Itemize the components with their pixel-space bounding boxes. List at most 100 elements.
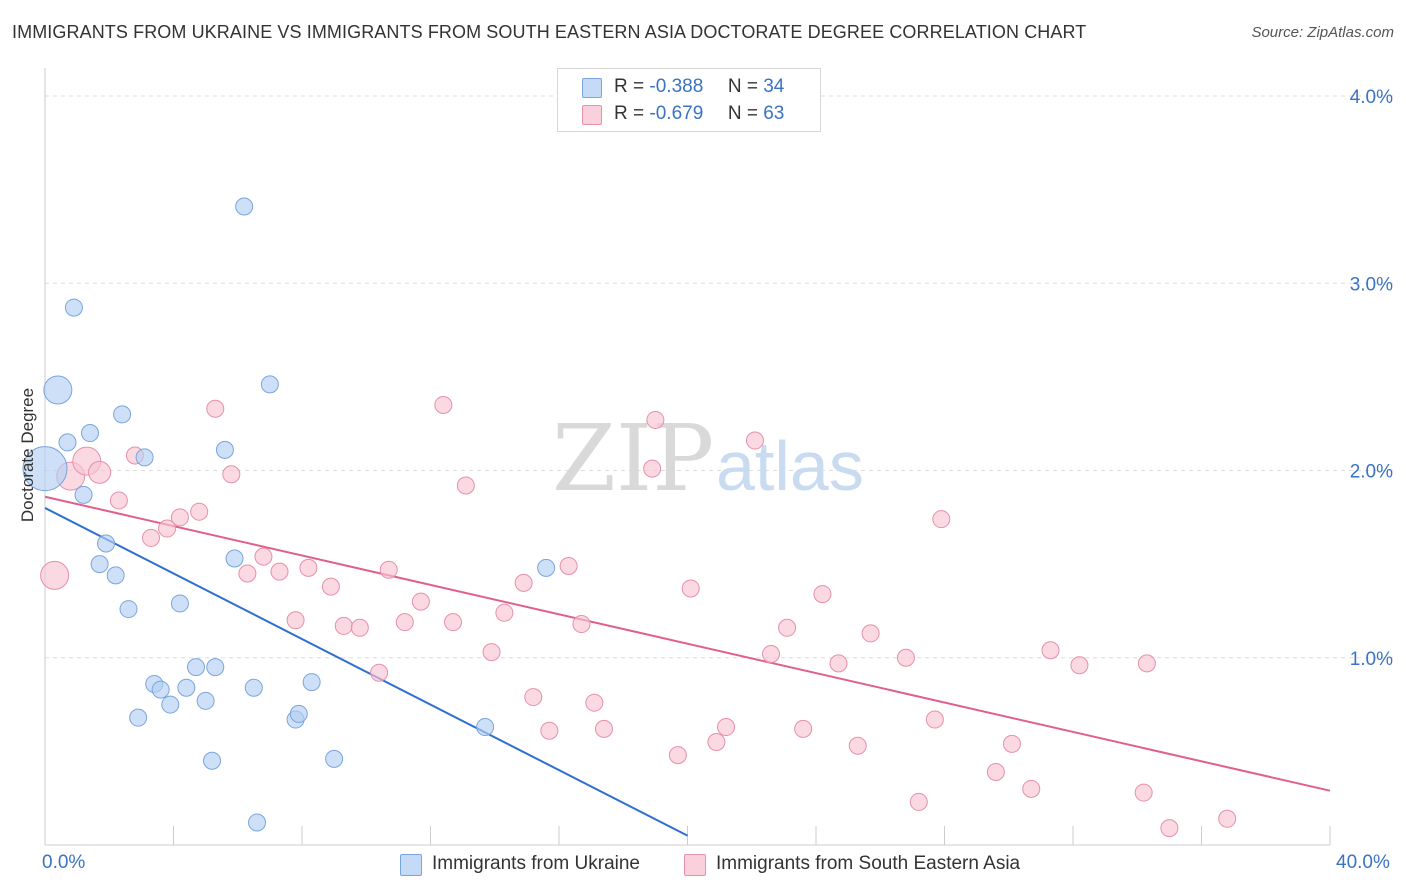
data-point-south-eastern-asia <box>646 410 665 429</box>
data-point-south-eastern-asia <box>909 792 928 811</box>
data-point-south-eastern-asia <box>1137 654 1156 673</box>
data-point-ukraine <box>289 704 308 723</box>
data-point-south-eastern-asia <box>286 611 305 630</box>
data-point-south-eastern-asia <box>668 746 687 765</box>
data-point-south-eastern-asia <box>925 710 944 729</box>
data-point-ukraine <box>325 749 344 768</box>
data-point-south-eastern-asia <box>681 579 700 598</box>
data-point-south-eastern-asia <box>443 613 462 632</box>
data-point-ukraine <box>80 424 99 443</box>
data-point-ukraine <box>203 751 222 770</box>
data-point-ukraine <box>235 197 254 216</box>
data-point-south-eastern-asia <box>222 465 241 484</box>
data-point-south-eastern-asia <box>707 733 726 752</box>
legend-row-ukraine: R = -0.388 N = 34 <box>558 74 820 100</box>
y-tick-labels: 1.0% 2.0% 3.0% 4.0% <box>1350 87 1393 670</box>
data-point-ukraine <box>74 485 93 504</box>
series-points-ukraine <box>22 197 556 832</box>
data-point-south-eastern-asia <box>932 510 951 529</box>
data-point-south-eastern-asia <box>1041 641 1060 660</box>
data-point-ukraine <box>476 718 495 737</box>
data-point-south-eastern-asia <box>745 431 764 450</box>
data-point-ukraine <box>225 549 244 568</box>
trendlines <box>44 495 1331 837</box>
x-tick-label-max: 40.0% <box>1336 852 1390 873</box>
data-point-south-eastern-asia <box>1218 809 1237 828</box>
data-point-south-eastern-asia <box>762 645 781 664</box>
data-point-south-eastern-asia <box>334 616 353 635</box>
source-credit: Source: ZipAtlas.com <box>1251 24 1394 41</box>
bottom-legend-swatch-ukraine <box>400 854 422 876</box>
r-label: R = <box>614 103 645 124</box>
data-point-ukraine <box>58 433 77 452</box>
data-point-south-eastern-asia <box>395 613 414 632</box>
data-point-south-eastern-asia <box>829 654 848 673</box>
data-point-ukraine <box>206 658 225 677</box>
y-tick-label: 1.0% <box>1350 649 1393 670</box>
data-point-south-eastern-asia <box>170 508 189 527</box>
legend-row-south-eastern-asia: R = -0.679 N = 63 <box>558 101 820 127</box>
y-tick-label: 4.0% <box>1350 87 1393 108</box>
legend-text-ukraine: R = -0.388 N = 34 <box>614 76 784 98</box>
data-point-south-eastern-asia <box>1070 656 1089 675</box>
data-point-south-eastern-asia <box>1160 819 1179 838</box>
y-tick-label: 3.0% <box>1350 274 1393 295</box>
data-point-ukraine <box>119 600 138 619</box>
data-point-south-eastern-asia <box>524 688 543 707</box>
data-point-ukraine <box>215 440 234 459</box>
n-label: N = <box>727 76 758 97</box>
data-point-south-eastern-asia <box>848 736 867 755</box>
trendline-ukraine <box>44 507 688 837</box>
data-point-south-eastern-asia <box>1022 779 1041 798</box>
data-point-south-eastern-asia <box>540 721 559 740</box>
data-point-ukraine <box>248 813 267 832</box>
data-point-ukraine <box>161 695 180 714</box>
data-point-ukraine <box>129 708 148 727</box>
data-point-ukraine <box>113 405 132 424</box>
data-point-ukraine <box>22 446 68 492</box>
data-point-south-eastern-asia <box>238 564 257 583</box>
data-point-south-eastern-asia <box>109 491 128 510</box>
bottom-legend-swatch-south-eastern-asia <box>684 854 706 876</box>
data-point-south-eastern-asia <box>142 528 161 547</box>
data-point-ukraine <box>43 375 73 405</box>
x-tick-label-min: 0.0% <box>42 852 86 873</box>
data-point-south-eastern-asia <box>88 460 112 484</box>
watermark-atlas: atlas <box>716 427 864 505</box>
data-point-south-eastern-asia <box>717 718 736 737</box>
data-point-south-eastern-asia <box>456 476 475 495</box>
data-point-ukraine <box>90 555 109 574</box>
r-value-ukraine: -0.388 <box>649 76 704 97</box>
data-point-ukraine <box>135 448 154 467</box>
bottom-legend-label-ukraine: Immigrants from Ukraine <box>432 853 640 874</box>
data-point-south-eastern-asia <box>254 547 273 566</box>
y-tick-label: 2.0% <box>1350 462 1393 483</box>
n-label: N = <box>727 103 758 124</box>
n-value-ukraine: 34 <box>763 76 785 97</box>
r-value-south-eastern-asia: -0.679 <box>649 103 704 124</box>
data-point-south-eastern-asia <box>643 459 662 478</box>
chart-title: IMMIGRANTS FROM UKRAINE VS IMMIGRANTS FR… <box>12 22 1087 42</box>
correlation-legend: R = -0.388 N = 34 R = -0.679 N = 63 <box>557 68 821 132</box>
r-label: R = <box>614 76 645 97</box>
data-point-south-eastern-asia <box>379 560 398 579</box>
data-point-ukraine <box>151 680 170 699</box>
legend-swatch-ukraine <box>582 78 602 98</box>
data-point-south-eastern-asia <box>270 562 289 581</box>
data-point-south-eastern-asia <box>794 719 813 738</box>
data-point-south-eastern-asia <box>514 573 533 592</box>
data-point-south-eastern-asia <box>350 618 369 637</box>
data-point-south-eastern-asia <box>158 519 177 538</box>
data-point-south-eastern-asia <box>813 585 832 604</box>
data-point-ukraine <box>97 534 116 553</box>
data-point-south-eastern-asia <box>299 558 318 577</box>
data-point-ukraine <box>177 678 196 697</box>
n-value-south-eastern-asia: 63 <box>763 103 785 124</box>
data-point-south-eastern-asia <box>572 615 591 634</box>
data-point-south-eastern-asia <box>585 693 604 712</box>
legend-text-south-eastern-asia: R = -0.679 N = 63 <box>614 103 784 125</box>
data-point-south-eastern-asia <box>986 762 1005 781</box>
data-point-ukraine <box>64 298 83 317</box>
data-point-south-eastern-asia <box>482 643 501 662</box>
